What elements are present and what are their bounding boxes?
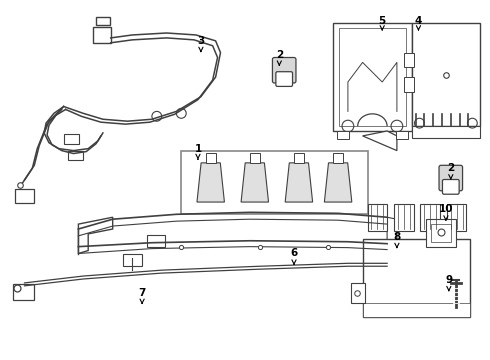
Text: 7: 7	[138, 288, 146, 303]
Bar	[431, 224, 451, 242]
Text: 1: 1	[195, 144, 201, 159]
FancyBboxPatch shape	[442, 180, 459, 194]
Bar	[404, 53, 414, 67]
Polygon shape	[363, 131, 397, 150]
Bar	[339, 28, 406, 126]
Text: 5: 5	[379, 16, 386, 30]
Bar	[96, 17, 110, 25]
Bar	[426, 219, 456, 247]
Bar	[404, 77, 414, 92]
Bar	[333, 23, 412, 131]
Polygon shape	[78, 217, 113, 253]
Polygon shape	[197, 163, 224, 202]
Bar	[68, 150, 83, 161]
Polygon shape	[387, 217, 397, 249]
Polygon shape	[333, 153, 343, 163]
FancyBboxPatch shape	[439, 165, 463, 191]
Text: 2: 2	[276, 50, 283, 66]
FancyBboxPatch shape	[276, 72, 293, 86]
Bar	[412, 23, 480, 126]
Text: 2: 2	[447, 163, 454, 179]
Bar	[64, 134, 79, 144]
Polygon shape	[206, 153, 216, 163]
Polygon shape	[294, 153, 304, 163]
Polygon shape	[285, 163, 313, 202]
Bar	[122, 255, 142, 266]
Text: 6: 6	[291, 248, 297, 264]
Bar	[368, 203, 387, 231]
Bar	[363, 302, 470, 317]
Text: 9: 9	[445, 275, 452, 291]
Bar	[363, 239, 470, 317]
Text: 3: 3	[197, 36, 204, 52]
Bar	[15, 189, 34, 203]
Polygon shape	[250, 153, 260, 163]
Bar	[181, 150, 368, 214]
Bar	[396, 131, 408, 139]
FancyBboxPatch shape	[272, 58, 296, 83]
Text: 4: 4	[415, 16, 422, 30]
Text: 10: 10	[439, 204, 453, 220]
Bar	[412, 126, 480, 138]
Polygon shape	[324, 163, 352, 202]
Bar	[351, 283, 365, 302]
Bar	[420, 203, 440, 231]
Text: 8: 8	[393, 232, 400, 248]
Bar	[147, 235, 165, 247]
Polygon shape	[241, 163, 269, 202]
Bar	[93, 27, 111, 43]
Bar	[394, 203, 414, 231]
Bar	[13, 284, 34, 300]
Bar	[337, 131, 349, 139]
Bar	[447, 203, 466, 231]
